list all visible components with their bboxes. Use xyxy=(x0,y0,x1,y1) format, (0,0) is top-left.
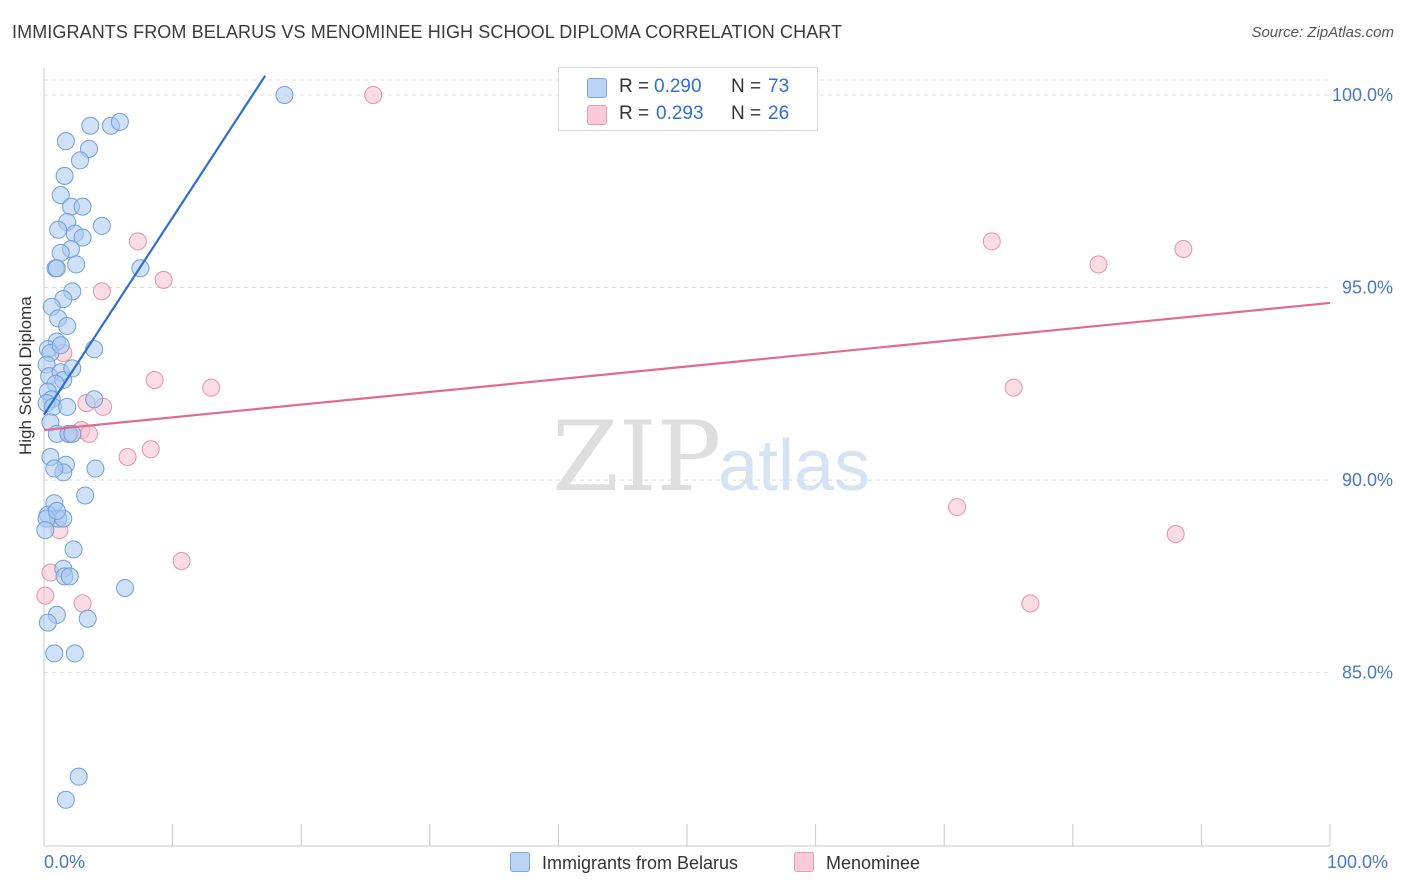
belarus-point xyxy=(58,397,77,416)
watermark-atlas: atlas xyxy=(718,426,870,506)
y-tick-label: 100.0% xyxy=(1332,85,1393,105)
belarus-point xyxy=(275,85,294,104)
legend-item-menominee[interactable]: Menominee xyxy=(794,852,920,874)
belarus-point xyxy=(85,390,104,409)
stats-box: R = 0.290 N = 73 R = 0.293 N = 26 xyxy=(558,67,818,131)
belarus-point xyxy=(47,259,66,278)
y-tick-label: 90.0% xyxy=(1342,470,1393,490)
stats-swatch-belarus xyxy=(587,78,607,98)
menominee-point xyxy=(172,551,191,570)
menominee-point xyxy=(1021,594,1040,613)
belarus-point xyxy=(49,220,68,239)
menominee-point xyxy=(36,586,55,605)
belarus-point xyxy=(76,486,95,505)
menominee-points xyxy=(36,85,1193,613)
menominee-point xyxy=(1089,255,1108,274)
belarus-point xyxy=(110,112,129,131)
source-label: Source: ZipAtlas.com xyxy=(1251,24,1394,41)
belarus-point xyxy=(71,151,90,170)
belarus-point xyxy=(51,336,70,355)
menominee-point xyxy=(118,448,137,466)
x-tick-label-min: 0.0% xyxy=(44,852,86,872)
menominee-point xyxy=(1174,240,1193,259)
belarus-point xyxy=(45,459,64,478)
stats-r-value: 0.293 xyxy=(656,103,704,124)
belarus-point xyxy=(60,567,79,586)
y-tick-label: 85.0% xyxy=(1342,663,1393,683)
menominee-point xyxy=(948,498,967,517)
menominee-point xyxy=(128,232,147,251)
belarus-point xyxy=(65,644,84,663)
trend-lines xyxy=(43,75,1331,432)
y-tick-labels: 100.0% 95.0% 90.0% 85.0% xyxy=(1332,85,1393,683)
belarus-point xyxy=(45,644,64,663)
menominee-trend-line xyxy=(43,301,1331,432)
stats-row-belarus: R = 0.290 N = 73 xyxy=(559,73,817,101)
menominee-point xyxy=(364,85,383,104)
menominee-point xyxy=(202,378,221,397)
belarus-trend-line xyxy=(43,75,267,416)
belarus-point xyxy=(55,166,74,185)
legend-label-belarus: Immigrants from Belarus xyxy=(542,853,739,873)
stats-n-value: 26 xyxy=(768,103,790,124)
stats-n-value: 73 xyxy=(768,76,790,97)
x-tick-label-max: 100.0% xyxy=(1327,852,1389,872)
belarus-point xyxy=(92,216,111,235)
menominee-point xyxy=(73,594,92,613)
legend-swatch-belarus xyxy=(510,852,530,872)
watermark-zip: ZIP xyxy=(552,401,721,513)
legend-swatch-menominee xyxy=(794,852,814,872)
menominee-point xyxy=(1004,378,1023,397)
menominee-point xyxy=(982,232,1001,251)
belarus-point xyxy=(81,116,100,135)
belarus-point xyxy=(86,459,105,478)
stats-r-value: 0.290 xyxy=(654,76,702,97)
stats-row-menominee: R = 0.293 N = 26 xyxy=(559,100,817,128)
belarus-point xyxy=(63,424,82,443)
menominee-point xyxy=(1166,525,1185,544)
belarus-point xyxy=(51,243,70,262)
belarus-point xyxy=(78,609,97,628)
belarus-point xyxy=(85,340,104,359)
belarus-points xyxy=(36,85,294,809)
belarus-point xyxy=(64,540,83,559)
belarus-point xyxy=(58,317,77,336)
chart-title: IMMIGRANTS FROM BELARUS VS MENOMINEE HIG… xyxy=(12,22,843,42)
stats-r-label: R = xyxy=(619,76,650,97)
stats-n-label: N = xyxy=(731,103,762,124)
belarus-point xyxy=(56,790,75,809)
belarus-point xyxy=(67,255,86,274)
belarus-point xyxy=(51,186,70,205)
menominee-point xyxy=(154,270,173,289)
belarus-point xyxy=(38,613,57,632)
belarus-point xyxy=(56,132,75,151)
gridlines xyxy=(44,79,1330,674)
belarus-point xyxy=(47,501,66,520)
menominee-point xyxy=(145,370,164,389)
stats-n-label: N = xyxy=(731,76,762,97)
belarus-point xyxy=(36,521,55,540)
belarus-point xyxy=(116,578,135,597)
legend-item-belarus[interactable]: Immigrants from Belarus xyxy=(510,852,738,874)
menominee-point xyxy=(80,424,99,443)
menominee-point xyxy=(92,282,111,301)
stats-r-label: R = xyxy=(619,103,650,124)
belarus-point xyxy=(69,767,88,786)
belarus-point xyxy=(73,197,92,216)
legend-label-menominee: Menominee xyxy=(826,853,921,873)
belarus-point xyxy=(73,228,92,247)
stats-swatch-menominee xyxy=(587,105,607,125)
menominee-point xyxy=(141,440,160,459)
y-tick-label: 95.0% xyxy=(1342,278,1393,298)
